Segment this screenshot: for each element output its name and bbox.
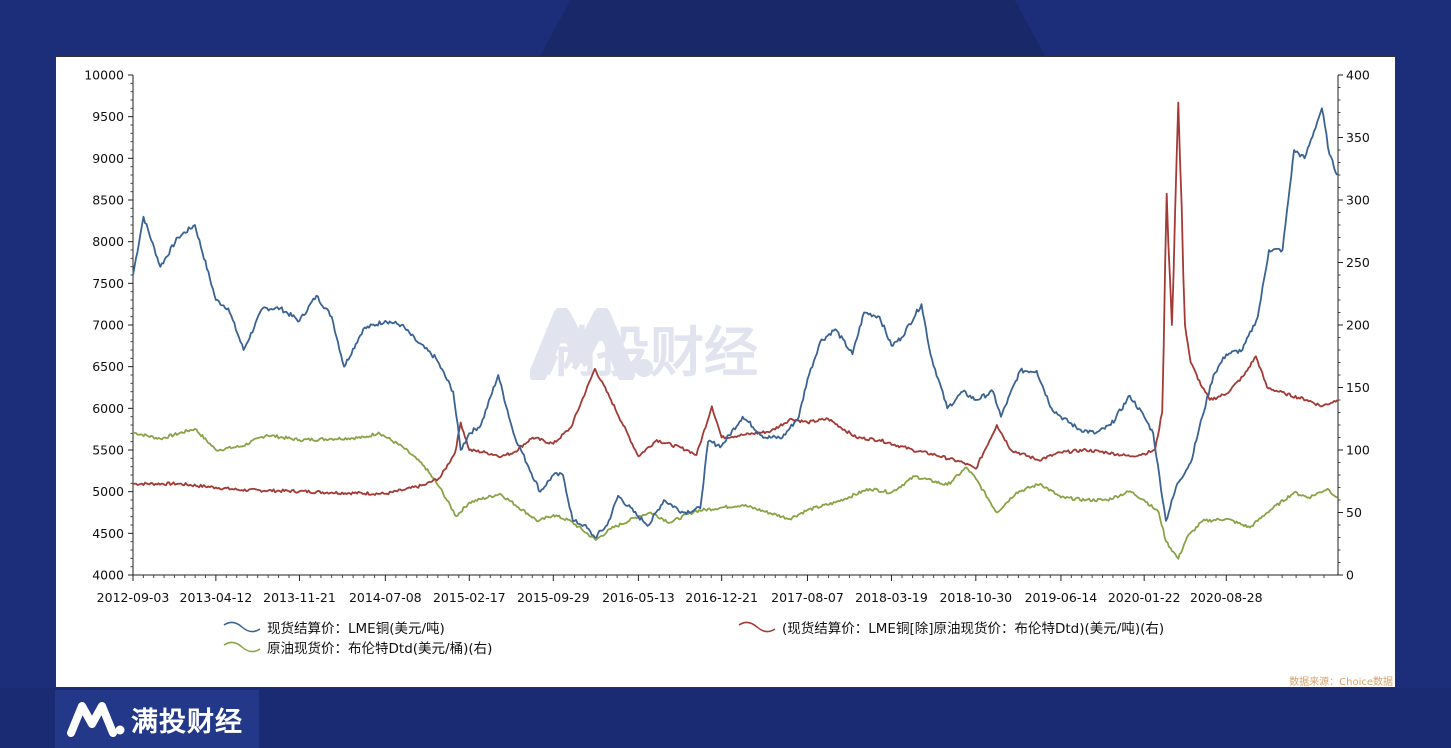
legend-swatch-oil [223,641,261,653]
left-tick-label: 9000 [92,151,124,166]
left-tick-label: 9500 [92,109,124,124]
right-tick-label: 350 [1346,130,1370,145]
legend-swatch-ratio [738,621,776,633]
right-tick-label: 0 [1346,568,1354,583]
legend-label-oil: 原油现货价：布伦特Dtd(美元/桶)(右) [267,641,493,657]
x-tick-label: 2017-08-07 [771,590,844,605]
x-tick-label: 2012-09-03 [97,590,170,605]
left-tick-label: 7000 [92,318,124,333]
right-tick-label: 150 [1346,380,1370,395]
panel-border [55,56,1396,688]
left-tick-label: 5500 [92,443,124,458]
series-line-ratio [133,101,1338,496]
header-bg-shape [540,0,1045,56]
brand-logo-icon [67,702,125,737]
left-tick-label: 10000 [84,68,124,83]
x-tick-label: 2018-03-19 [855,590,928,605]
left-tick-label: 6000 [92,401,124,416]
brand-name: 满投财经 [131,706,243,738]
right-tick-label: 400 [1346,68,1370,83]
x-tick-label: 2015-02-17 [433,590,506,605]
series-line-copper [132,107,1339,539]
x-tick-label: 2018-10-30 [939,590,1012,605]
left-tick-label: 8500 [92,193,124,208]
legend-item-oil: 原油现货价：布伦特Dtd(美元/桶)(右) [223,637,492,657]
legend-swatch-copper [223,621,261,633]
watermark: 满投财经 [530,308,758,387]
x-tick-label: 2016-05-13 [602,590,675,605]
series-line-oil [132,427,1338,560]
watermark-text: 满投财经 [542,321,758,384]
right-tick-label: 200 [1346,318,1370,333]
watermark-logo-icon [530,308,653,380]
x-tick-label: 2020-01-22 [1108,590,1181,605]
x-tick-label: 2013-11-21 [263,590,336,605]
x-tick-label: 2020-08-28 [1190,590,1263,605]
x-tick-label: 2016-12-21 [685,590,758,605]
left-tick-label: 7500 [92,276,124,291]
brand-badge: 满投财经 [55,690,259,748]
right-tick-label: 300 [1346,193,1370,208]
x-tick-label: 2014-07-08 [349,590,422,605]
chart-svg: 4000450050005500600065007000750080008500… [55,56,1396,688]
right-tick-label: 50 [1346,505,1362,520]
x-tick-label: 2019-06-14 [1025,590,1098,605]
legend-item-ratio: (现货结算价：LME铜[除]原油现货价：布伦特Dtd)(美元/吨)(右) [738,617,1164,637]
chart-panel: 4000 4500 5000 5500 6000 6500 7000 7500 8000 8500… [55,56,1396,688]
data-source: 数据来源：Choice数据 [1289,677,1393,688]
right-tick-label: 100 [1346,443,1370,458]
x-tick-label: 2013-04-12 [180,590,253,605]
legend-item-copper: 现货结算价：LME铜(美元/吨) [223,617,445,637]
legend-label-copper: 现货结算价：LME铜(美元/吨) [267,621,445,637]
left-tick-label: 6500 [92,359,124,374]
x-tick-label: 2015-09-29 [517,590,590,605]
left-tick-label: 5000 [92,484,124,499]
legend-label-ratio: (现货结算价：LME铜[除]原油现货价：布伦特Dtd)(美元/吨)(右) [782,621,1165,637]
left-tick-label: 4000 [92,568,124,583]
left-tick-label: 8000 [92,234,124,249]
left-tick-label: 4500 [92,526,124,541]
right-tick-label: 250 [1346,255,1370,270]
